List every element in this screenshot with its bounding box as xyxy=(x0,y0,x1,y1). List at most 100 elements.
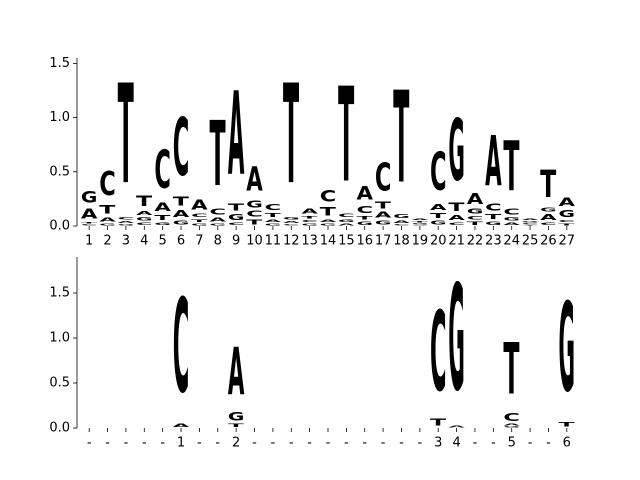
x-tick-label: 20 xyxy=(430,234,447,249)
x-tick-label: 9 xyxy=(232,234,240,249)
logo-letter: T xyxy=(301,215,318,219)
logo-letter: C xyxy=(136,222,153,226)
logo-letter: T xyxy=(559,421,575,428)
logo-letter: G xyxy=(448,101,465,200)
x-tick-label: - xyxy=(160,436,165,451)
logo-letter: A xyxy=(246,160,263,199)
logo-letter: T xyxy=(338,61,354,213)
logo-letter: C xyxy=(375,156,392,200)
logo-letter: T xyxy=(320,206,337,219)
logo-letter: G xyxy=(559,208,576,219)
logo-letter: C xyxy=(99,165,116,204)
logo-letter: C xyxy=(503,411,520,423)
logo-letter: G xyxy=(136,216,153,221)
logo-letter: G xyxy=(283,217,300,221)
x-tick-label: 12 xyxy=(283,234,300,249)
logo-letter: T xyxy=(228,423,245,428)
logo-letter: T xyxy=(559,223,576,226)
logo-letter: A xyxy=(265,218,282,222)
logo-letter: G xyxy=(320,223,337,226)
logo-letter: C xyxy=(265,203,282,212)
x-tick-label: 4 xyxy=(452,436,460,451)
logo-letter: T xyxy=(173,195,189,209)
x-tick-label: - xyxy=(271,436,276,451)
x-tick-label: 2 xyxy=(232,436,240,451)
logo-letter: T xyxy=(154,214,170,222)
logo-letter: A xyxy=(430,203,447,212)
logo-letter: C xyxy=(356,205,373,216)
logo-letter: G xyxy=(393,213,410,220)
logo-letter: C xyxy=(81,224,98,226)
logo-letter: C xyxy=(467,215,484,221)
x-tick-label: 25 xyxy=(522,234,539,249)
logo-letter: G xyxy=(503,216,520,221)
logo-letter: T xyxy=(522,225,539,226)
logo-letter: A xyxy=(338,223,355,226)
logo-letter: A xyxy=(228,69,245,201)
logo-letter: C xyxy=(430,289,447,416)
logo-letter: G xyxy=(412,223,429,225)
logo-letter: A xyxy=(393,219,410,223)
logo-letter: C xyxy=(338,213,355,219)
x-tick-label: 18 xyxy=(393,234,410,249)
x-tick-label: 15 xyxy=(338,234,355,249)
x-tick-label: 1 xyxy=(85,234,93,249)
x-tick-label: - xyxy=(105,436,110,451)
logo-letter: T xyxy=(210,103,226,207)
logo-letter: C xyxy=(503,207,520,216)
logo-letter: A xyxy=(485,123,502,203)
x-tick-label: 4 xyxy=(140,234,148,249)
x-tick-label: - xyxy=(546,436,551,451)
logo-letter: G xyxy=(228,213,245,222)
logo-letter: A xyxy=(356,182,373,204)
x-tick-label: 23 xyxy=(485,234,502,249)
logo-letter: A xyxy=(173,209,190,220)
logo-letter: G xyxy=(430,220,447,227)
logo-letter: T xyxy=(467,221,484,227)
x-tick-label: - xyxy=(87,436,92,451)
logo-letter: T xyxy=(412,220,429,222)
x-tick-label: 6 xyxy=(177,234,185,249)
logo-letter: G xyxy=(485,221,502,226)
logo-letter: G xyxy=(522,221,539,223)
x-tick-label: 10 xyxy=(246,234,263,249)
y-tick-label: 1.0 xyxy=(49,331,70,346)
logo-letter: C xyxy=(118,216,135,220)
logo-letter: A xyxy=(173,423,190,428)
logo-letter: A xyxy=(118,221,135,224)
logo-letter: T xyxy=(448,201,465,214)
logo-letter: A xyxy=(559,196,576,209)
logo-letter: A xyxy=(283,221,300,224)
x-tick-label: 13 xyxy=(301,234,318,249)
x-tick-label: - xyxy=(491,436,496,451)
logo-letter: T xyxy=(503,329,519,411)
logo-letter: A xyxy=(99,216,116,223)
x-tick-label: - xyxy=(344,436,349,451)
x-tick-label: 2 xyxy=(103,234,111,249)
logo-letter: A xyxy=(301,207,319,215)
x-tick-label: 5 xyxy=(508,436,516,451)
logo-letter: T xyxy=(393,66,409,212)
x-tick-label: 7 xyxy=(195,234,203,249)
logo-letter: C xyxy=(173,101,190,193)
x-tick-label: - xyxy=(418,436,423,451)
x-tick-label: 1 xyxy=(177,436,185,451)
logo-letter: C xyxy=(412,225,429,226)
logo-letter: A xyxy=(136,210,153,217)
logo-letter: A xyxy=(228,335,245,410)
logo-letter: G xyxy=(448,254,465,424)
x-tick-label: - xyxy=(399,436,404,451)
y-tick-label: 1.0 xyxy=(49,110,70,125)
logo-letter: T xyxy=(246,219,262,227)
y-tick-label: 0.5 xyxy=(49,376,70,391)
x-tick-label: 3 xyxy=(122,234,130,249)
logo-letter: G xyxy=(375,220,392,227)
logo-letter: T xyxy=(136,193,153,210)
logo-letter: C xyxy=(173,271,190,421)
logo-letter: A xyxy=(81,207,98,222)
logo-letter: C xyxy=(228,222,245,226)
logo-letter: T xyxy=(81,222,98,224)
x-tick-label: 17 xyxy=(375,234,392,249)
logo-letter: C xyxy=(154,138,171,200)
